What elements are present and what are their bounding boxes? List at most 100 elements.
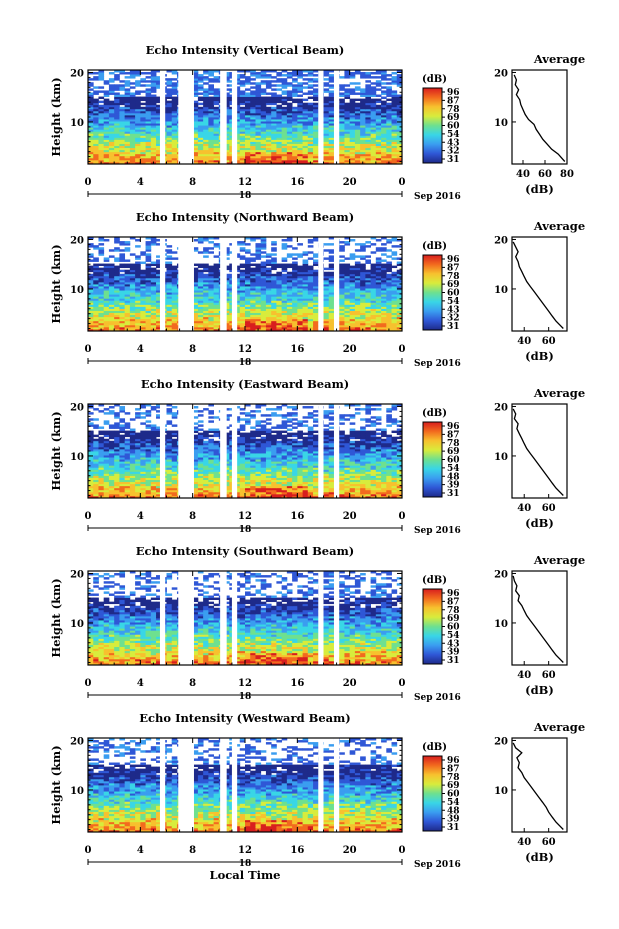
heatmap-cell <box>208 265 214 269</box>
heatmap-cell <box>265 106 272 110</box>
heatmap-cell <box>302 110 309 114</box>
heatmap-cell <box>265 96 272 100</box>
heatmap-cell <box>386 149 392 153</box>
heatmap-cell <box>386 151 392 155</box>
heatmap-cell <box>349 292 356 295</box>
heatmap-cell <box>323 302 330 305</box>
heatmap-cell <box>119 324 126 328</box>
heatmap-cell <box>197 119 204 122</box>
heatmap-cell <box>135 300 141 303</box>
heatmap-cell <box>276 159 283 163</box>
heatmap-cell <box>166 149 173 153</box>
heatmap-cell <box>354 314 361 318</box>
heatmap-cell <box>360 318 366 322</box>
heatmap-cell <box>108 78 115 81</box>
heatmap-cell <box>354 324 361 328</box>
heatmap-cell <box>313 316 319 320</box>
heatmap-cell <box>386 129 392 132</box>
heatmap-cell <box>140 90 146 93</box>
heatmap-cell <box>124 102 131 106</box>
heatmap-cell <box>370 94 377 97</box>
heatmap-cell <box>328 143 335 147</box>
heatmap-cell <box>370 300 377 303</box>
heatmap-cell <box>307 149 314 153</box>
heatmap-cell <box>103 290 110 293</box>
heatmap-cell <box>119 328 126 332</box>
heatmap-cell <box>135 255 141 258</box>
heatmap-cell <box>166 314 173 318</box>
heatmap-cell <box>396 123 403 126</box>
heatmap-cell <box>239 326 246 330</box>
heatmap-cell <box>302 141 309 144</box>
heatmap-cell <box>145 98 152 102</box>
heatmap-cell <box>323 267 330 271</box>
heatmap-cell <box>396 157 403 161</box>
heatmap-cell <box>365 308 371 311</box>
heatmap-cell <box>344 135 351 138</box>
heatmap-cell <box>281 135 288 138</box>
data-gap <box>159 70 166 164</box>
heatmap-cell <box>203 72 209 75</box>
heatmap-cell <box>375 131 382 134</box>
heatmap-cell <box>360 141 366 144</box>
heatmap-cell <box>192 80 199 83</box>
heatmap-cell <box>260 312 267 316</box>
heatmap-cell <box>297 94 303 97</box>
heatmap-cell <box>344 72 351 75</box>
heatmap-cell <box>119 117 126 120</box>
heatmap-cell <box>197 96 204 100</box>
heatmap-cell <box>297 127 303 130</box>
heatmap-cell <box>245 308 251 311</box>
heatmap-cell <box>135 82 141 85</box>
heatmap-cell <box>396 292 403 295</box>
heatmap-cell <box>192 125 199 128</box>
heatmap-cell <box>208 324 214 328</box>
heatmap-cell <box>124 308 131 311</box>
heatmap-cell <box>192 322 199 326</box>
heatmap-cell <box>245 78 251 81</box>
heatmap-cell <box>354 123 361 126</box>
heatmap-cell <box>328 145 335 149</box>
heatmap-cell <box>114 159 120 163</box>
heatmap-cell <box>108 121 115 124</box>
heatmap-cell <box>203 119 209 122</box>
heatmap-cell <box>391 265 398 269</box>
heatmap-cell <box>224 123 230 126</box>
heatmap-cell <box>108 114 115 118</box>
heatmap-cell <box>98 324 105 328</box>
heatmap-cell <box>192 110 199 114</box>
heatmap-cell <box>119 151 126 155</box>
heatmap-cell <box>276 137 283 140</box>
heatmap-cell <box>328 326 335 330</box>
heatmap-cell <box>276 314 283 318</box>
heatmap-cell <box>313 127 319 130</box>
heatmap-cell <box>255 308 262 311</box>
heatmap-cell <box>292 119 298 122</box>
heatmap-cell <box>265 80 272 83</box>
heatmap-cell <box>250 267 256 271</box>
heatmap-cell <box>286 127 293 130</box>
heatmap-cell <box>114 143 120 147</box>
heatmap-cell <box>292 316 298 320</box>
heatmap-cell <box>250 263 256 267</box>
heatmap-cell <box>286 157 293 161</box>
heatmap-cell <box>391 131 398 134</box>
heatmap-cell <box>255 149 262 153</box>
heatmap-cell <box>344 310 351 314</box>
heatmap-cell <box>103 292 110 295</box>
heatmap-cell <box>98 320 105 324</box>
heatmap-cell <box>297 153 303 157</box>
heatmap-cell <box>98 117 105 120</box>
heatmap-cell <box>255 74 262 77</box>
heatmap-cell <box>166 102 173 106</box>
heatmap-cell <box>192 292 199 295</box>
heatmap-cell <box>292 298 298 301</box>
heatmap-cell <box>124 92 131 95</box>
heatmap-cell <box>224 94 230 97</box>
heatmap-cell <box>292 92 298 95</box>
heatmap-cell <box>145 151 152 155</box>
heatmap-cell <box>281 326 288 330</box>
heatmap-cell <box>381 159 387 163</box>
heatmap-cell <box>302 306 309 309</box>
heatmap-cell <box>365 245 371 248</box>
